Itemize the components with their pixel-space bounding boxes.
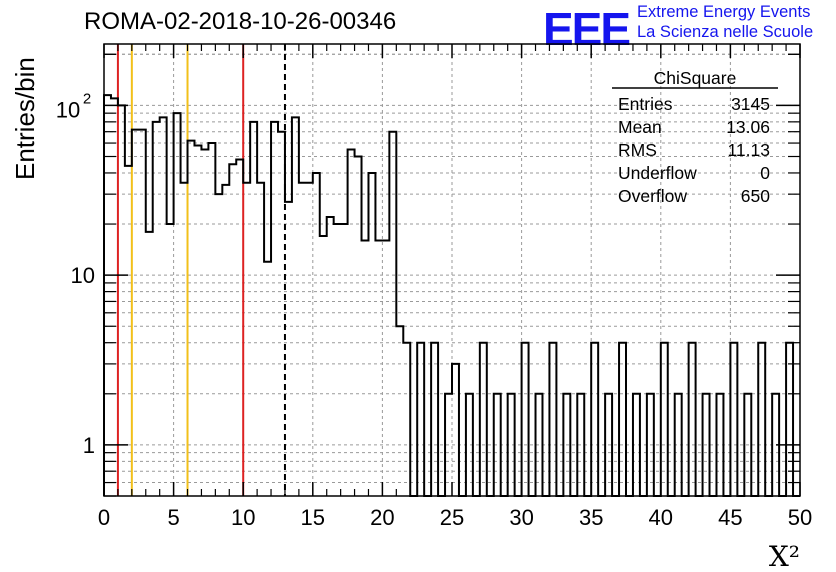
- histogram-title: ROMA-02-2018-10-26-00346: [84, 8, 397, 35]
- stats-row-label: Overflow: [618, 186, 687, 206]
- stats-row-value: 650: [741, 186, 770, 206]
- x-tick-label: 10: [231, 505, 255, 530]
- x-tick-label: 25: [440, 505, 464, 530]
- logo-subtitle-line1: Extreme Energy Events: [637, 3, 811, 21]
- x-tick-label: 0: [98, 505, 110, 530]
- stats-row-value: 0: [760, 163, 770, 183]
- y-tick-label: 1: [83, 433, 95, 458]
- stats-row-label: Entries: [618, 94, 673, 114]
- stats-row-label: RMS: [618, 140, 657, 160]
- stats-row-value: 13.06: [726, 117, 770, 137]
- stats-row-label: Mean: [618, 117, 662, 137]
- stats-title: ChiSquare: [654, 68, 737, 88]
- reference-lines: [116, 44, 286, 496]
- stats-box: ChiSquare Entries 3145 Mean 13.06 RMS 11.13 Und…: [612, 68, 778, 206]
- x-axis-ticks: 0 5 10 15 20 25 30 35 40 45 50: [98, 44, 812, 530]
- stats-row-value: 11.13: [728, 140, 771, 160]
- stats-row-label: Underflow: [618, 163, 697, 183]
- x-tick-label: 30: [509, 505, 533, 530]
- x-tick-label: 50: [788, 505, 812, 530]
- logo-subtitle-line2: La Scienza nelle Scuole: [637, 23, 814, 41]
- eee-logo: EEE: [543, 3, 631, 55]
- y-tick-label: 10: [56, 97, 80, 122]
- x-tick-label: 35: [579, 505, 603, 530]
- y-tick-label-exponent: 2: [83, 90, 91, 107]
- x-tick-label: 40: [649, 505, 673, 530]
- x-tick-label: 45: [718, 505, 742, 530]
- y-axis-label: Entries/bin: [10, 57, 40, 180]
- x-tick-label: 20: [370, 505, 394, 530]
- stats-row-value: 3145: [731, 94, 770, 114]
- y-tick-label: 10: [71, 263, 95, 288]
- x-tick-label: 5: [167, 505, 179, 530]
- x-axis-label: X²: [769, 540, 800, 572]
- x-tick-label: 15: [301, 505, 325, 530]
